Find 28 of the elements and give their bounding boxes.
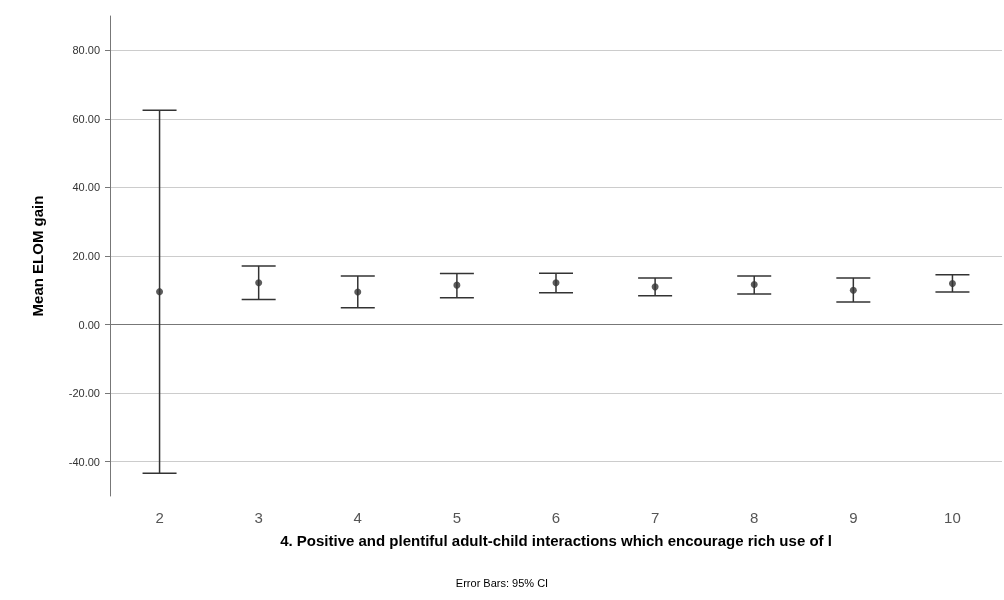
- x-tick-label: 3: [254, 509, 263, 526]
- y-tick-label: -20.00: [68, 387, 100, 400]
- x-tick-label: 5: [452, 509, 462, 526]
- x-tick-label: 2: [155, 509, 164, 526]
- x-tick-label: 6: [551, 509, 561, 526]
- x-tick-label: 9: [849, 509, 858, 526]
- x-axis-title: 4. Positive and plentiful adult-child interactions which encourage rich use of l: [280, 532, 832, 549]
- x-tick-label: 4: [353, 509, 362, 526]
- y-axis-title: Mean ELOM gain: [29, 195, 46, 317]
- y-tick-label: 80.00: [72, 44, 100, 57]
- point: [948, 279, 956, 287]
- text: Error Bars: 95% CI: [455, 576, 549, 589]
- point: [552, 279, 560, 287]
- x-tick-label: 8: [750, 509, 759, 526]
- y-tick-label: 20.00: [72, 250, 100, 262]
- y-tick-label: 40.00: [72, 181, 100, 194]
- y-tick-label: 60.00: [72, 112, 100, 125]
- point: [156, 288, 164, 296]
- point: [750, 280, 758, 288]
- x-tick-label: 10: [944, 509, 961, 526]
- point: [255, 279, 263, 287]
- point: [849, 286, 857, 294]
- x-tick-label: 7: [650, 509, 660, 526]
- point: [453, 281, 461, 289]
- y-tick-label: -40.00: [68, 455, 100, 468]
- y-tick-label: 0.00: [78, 318, 100, 331]
- point: [651, 283, 659, 291]
- point: [354, 288, 362, 296]
